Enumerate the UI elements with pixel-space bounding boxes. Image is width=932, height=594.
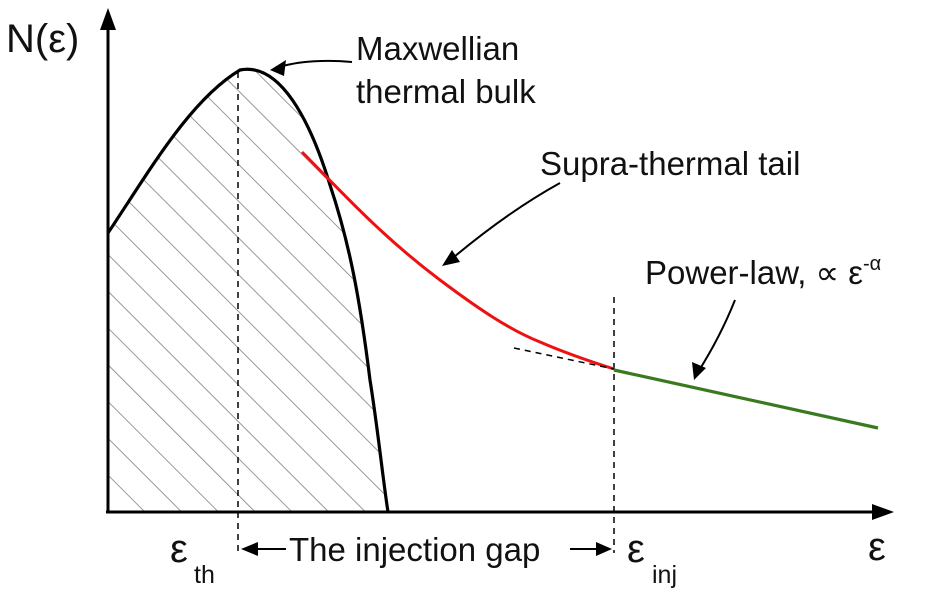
- maxwellian-arrow: [275, 59, 353, 69]
- thermal-bulk-hatch: [108, 69, 388, 512]
- y-axis-arrowhead: [100, 8, 116, 30]
- eps-th-symbol: ε: [170, 527, 188, 571]
- maxwellian-curve: [106, 67, 390, 513]
- power-law-label: Power-law, ∝ ε-α: [645, 253, 881, 291]
- power-law-arrow: [697, 299, 736, 373]
- y-axis-label: N(ε): [6, 17, 79, 61]
- maxwellian-arrowhead: [270, 60, 286, 76]
- maxwellian-label-line1: Maxwellian: [356, 30, 519, 67]
- x-axis-arrowhead: [872, 504, 894, 520]
- suprathermal-arrow: [447, 182, 561, 263]
- power-law-arrowhead: [692, 362, 706, 380]
- suprathermal-arrowhead: [442, 250, 460, 266]
- power-law-label-main: Power-law, ∝ ε: [645, 254, 863, 291]
- injection-gap-label: The injection gap: [289, 531, 540, 568]
- suprathermal-label: Supra-thermal tail: [540, 145, 800, 182]
- injection-gap-arrowhead-left: [241, 542, 258, 556]
- x-axis-label: ε: [868, 525, 886, 569]
- power-law-exponent: -α: [863, 253, 881, 275]
- suprathermal-tail-curve: [300, 150, 615, 371]
- eps-inj-subscript: inj: [652, 561, 677, 589]
- maxwellian-label-line2: thermal bulk: [356, 73, 536, 110]
- eps-inj-symbol: ε: [627, 527, 645, 571]
- eps-th-subscript: th: [194, 561, 215, 589]
- power-law-line: [613, 368, 879, 430]
- injection-gap-arrowhead-right: [596, 542, 612, 556]
